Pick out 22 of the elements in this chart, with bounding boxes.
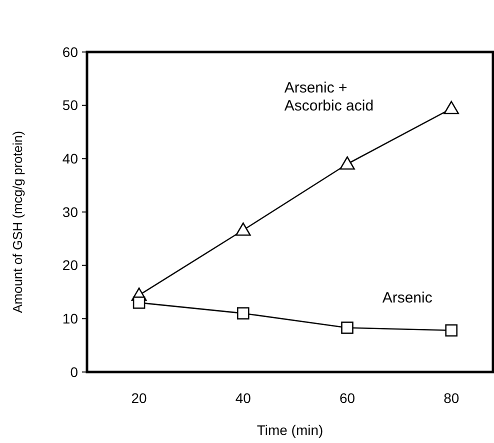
series-label: Arsenic	[382, 289, 433, 306]
y-tick-label: 50	[62, 97, 78, 114]
y-tick-label: 30	[62, 204, 78, 220]
y-axis-title: Amount of GSH (mcg/g protein)	[10, 130, 25, 314]
point	[444, 100, 460, 114]
x-tick-label: 20	[131, 390, 148, 406]
point	[445, 324, 458, 337]
x-axis-title: Time (min)	[256, 422, 324, 438]
point	[237, 307, 250, 320]
text: Arsenic + Ascorbic acid	[284, 80, 374, 115]
y-tick-label: 0	[70, 364, 78, 380]
y-tick-label: 20	[62, 257, 78, 274]
y-tick-label: 10	[62, 310, 78, 327]
point	[132, 296, 146, 309]
y-tick-label: 60	[62, 44, 78, 60]
point	[340, 156, 355, 170]
point	[236, 222, 251, 236]
x-tick-label: 40	[235, 390, 252, 406]
x-tick-label: 80	[444, 390, 460, 406]
x-tick-label: 60	[339, 390, 356, 406]
point	[341, 322, 354, 334]
y-tick-label: 40	[62, 150, 78, 167]
